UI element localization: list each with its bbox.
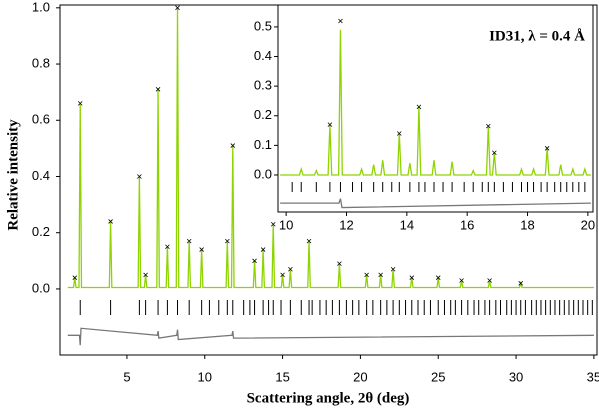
x-tick-label: 20 (353, 369, 367, 384)
x-tick-label: 30 (509, 369, 523, 384)
observed-point (143, 272, 148, 278)
y-tick-label: 0.4 (254, 48, 272, 63)
y-tick-label: 0.2 (32, 224, 50, 239)
y-tick-label: 0.6 (32, 112, 50, 127)
observed-point (306, 238, 312, 244)
observed-point (252, 258, 257, 264)
observed-point (390, 266, 396, 272)
profile-line (280, 29, 591, 176)
observed-point (260, 247, 266, 252)
y-tick-label: 0.0 (254, 166, 272, 181)
x-axis-title: Scattering angle, 2θ (deg) (247, 390, 410, 406)
observed-point (230, 143, 236, 148)
x-tick-label: 12 (339, 217, 353, 232)
x-tick-label: 5 (123, 369, 130, 384)
observed-point (155, 87, 161, 92)
observed-point (165, 244, 170, 250)
observed-point (225, 238, 230, 244)
profile-line (280, 198, 591, 209)
x-tick-label: 10 (279, 217, 293, 232)
observed-point (409, 275, 415, 280)
x-tick-label: 18 (520, 217, 534, 232)
observed-point (364, 272, 369, 278)
observed-point (270, 221, 276, 227)
annotation: ID31, λ = 0.4 Å (489, 28, 585, 44)
x-tick-label: 10 (198, 369, 212, 384)
observed-point (288, 266, 293, 272)
y-tick-label: 1.0 (32, 0, 50, 14)
y-tick-label: 0.2 (254, 107, 272, 122)
observed-point (199, 247, 204, 252)
observed-point (378, 272, 383, 278)
profile-line (67, 327, 594, 346)
observed-point (327, 122, 333, 127)
observed-point (518, 281, 524, 286)
observed-point (175, 5, 180, 11)
x-tick-label: 16 (460, 217, 474, 232)
observed-point (186, 238, 192, 244)
y-tick-label: 0.5 (254, 18, 272, 33)
observed-point (108, 219, 113, 224)
observed-point (337, 261, 342, 266)
y-tick-label: 0.8 (32, 55, 50, 70)
observed-point (77, 101, 83, 106)
observed-point (338, 18, 343, 24)
y-axis-title: Relative intensity (5, 119, 21, 231)
x-tick-label: 15 (275, 369, 289, 384)
y-tick-label: 0.3 (254, 78, 272, 93)
y-tick-label: 0.4 (32, 168, 50, 183)
x-tick-label: 25 (431, 369, 445, 384)
observed-point (492, 150, 497, 156)
x-tick-label: 14 (400, 217, 414, 232)
observed-point (487, 278, 492, 283)
observed-point (486, 123, 491, 129)
x-tick-label: 35 (587, 369, 599, 384)
observed-point (397, 131, 402, 136)
x-tick-label: 20 (581, 217, 595, 232)
y-tick-label: 0.1 (254, 137, 272, 152)
observed-point (416, 104, 422, 110)
observed-point (137, 174, 142, 179)
y-tick-label: 0.0 (32, 280, 50, 295)
observed-point (72, 275, 78, 280)
observed-point (280, 272, 285, 278)
observed-point (544, 146, 550, 151)
plot-frame (277, 4, 594, 213)
observed-point (435, 275, 441, 280)
observed-point (459, 278, 464, 283)
